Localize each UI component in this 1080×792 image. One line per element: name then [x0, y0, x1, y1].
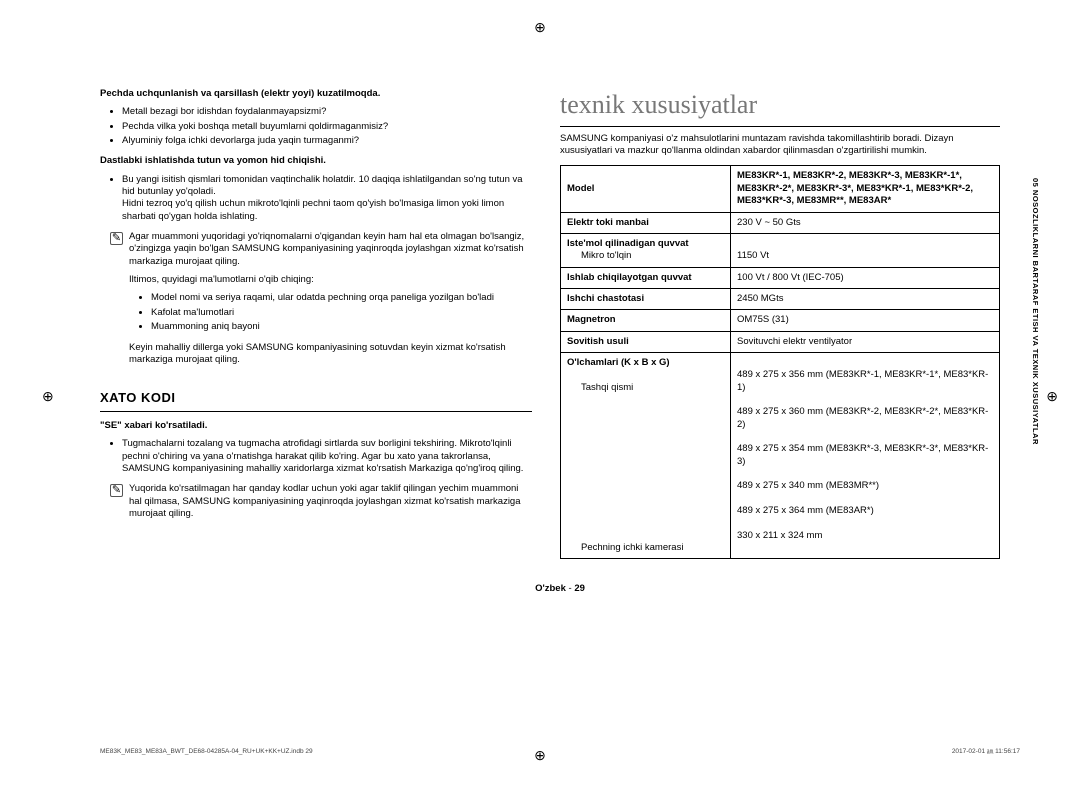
registration-mark-top-icon: ⊕ — [534, 18, 546, 36]
heading-smoke: Dastlabki ishlatishda tutun va yomon hid… — [100, 155, 532, 167]
table-row: Elektr toki manbai 230 V ~ 50 Gts — [561, 212, 1000, 233]
left-column: Pechda uchqunlanish va qarsillash (elekt… — [100, 88, 532, 559]
list-item: Muammoning aniq bayoni — [151, 321, 532, 333]
table-header-models-list: ME83KR*-1, ME83KR*-2, ME83KR*-3, ME83KR*… — [731, 166, 1000, 212]
sidebar-section-label: 05 NOSOZLIKLARNI BARTARAF ETISH VA TEXNI… — [1030, 178, 1040, 445]
list-item: Kafolat ma'lumotlari — [151, 307, 532, 319]
table-cell-label: O'lchamlari (K x B x G) Tashqi qismi Pec… — [561, 352, 731, 559]
list-item: Alyuminiy folga ichki devorlarga juda ya… — [122, 135, 532, 147]
list-item: Bu yangi isitish qismlari tomonidan vaqt… — [122, 174, 532, 223]
table-row: Sovitish usuli Sovituvchi elektr ventily… — [561, 331, 1000, 352]
table-cell-label: Magnetron — [561, 310, 731, 331]
specifications-table: Model ME83KR*-1, ME83KR*-2, ME83KR*-3, M… — [560, 165, 1000, 559]
table-row: Ishchi chastotasi 2450 MGts — [561, 288, 1000, 309]
table-row: O'lchamlari (K x B x G) Tashqi qismi Pec… — [561, 352, 1000, 559]
heading-sparks: Pechda uchqunlanish va qarsillash (elekt… — [100, 88, 532, 100]
table-cell-value: 230 V ~ 50 Gts — [731, 212, 1000, 233]
right-column: texnik xususiyatlar SAMSUNG kompaniyasi … — [560, 88, 1000, 559]
note-block: ✎ Yuqorida ko'rsatilmagan har qanday kod… — [110, 483, 532, 526]
se-bullets: Tugmachalarni tozalang va tugmacha atrof… — [100, 438, 532, 475]
table-cell-label: Iste'mol qilinadigan quvvat Mikro to'lqi… — [561, 233, 731, 267]
note-text: Yuqorida ko'rsatilmagan har qanday kodla… — [129, 483, 532, 520]
registration-mark-right-icon: ⊕ — [1046, 387, 1058, 405]
table-cell-label: Sovitish usuli — [561, 331, 731, 352]
registration-mark-left-icon: ⊕ — [42, 387, 54, 405]
heading-technical-specs: texnik xususiyatlar — [560, 88, 1000, 127]
page: ⊕ ⊕ ⊕ ⊕ 05 NOSOZLIKLARNI BARTARAF ETISH … — [0, 0, 1080, 792]
table-cell-label: Elektr toki manbai — [561, 212, 731, 233]
smoke-bullets: Bu yangi isitish qismlari tomonidan vaqt… — [100, 174, 532, 223]
footer: ME83K_ME83_ME83A_BWT_DE68-04285A-04_RU+U… — [100, 748, 1020, 756]
list-item: Model nomi va seriya raqami, ular odatda… — [151, 292, 532, 304]
note-block: ✎ Agar muammoni yuqoridagi yo'riqnomalar… — [110, 231, 532, 372]
table-cell-label: Ishlab chiqilayotgan quvvat — [561, 267, 731, 288]
heading-error-code: XATO KODI — [100, 390, 532, 412]
table-cell-value: 100 Vt / 800 Vt (IEC-705) — [731, 267, 1000, 288]
table-row: Iste'mol qilinadigan quvvat Mikro to'lqi… — [561, 233, 1000, 267]
sparks-bullets: Metall bezagi bor idishdan foydalanmayap… — [100, 106, 532, 147]
table-cell-value: OM75S (31) — [731, 310, 1000, 331]
page-number: O'zbek - 29 — [100, 583, 1020, 595]
content-columns: Pechda uchqunlanish va qarsillash (elekt… — [100, 88, 1020, 559]
note-body: Agar muammoni yuqoridagi yo'riqnomalarni… — [129, 231, 532, 372]
list-item: Metall bezagi bor idishdan foydalanmayap… — [122, 106, 532, 118]
note-icon: ✎ — [110, 484, 123, 497]
note-bullets: Model nomi va seriya raqami, ular odatda… — [129, 292, 532, 333]
note-body: Yuqorida ko'rsatilmagan har qanday kodla… — [129, 483, 532, 526]
table-header-model: Model — [561, 166, 731, 212]
list-item: Pechda vilka yoki boshqa metall buyumlar… — [122, 121, 532, 133]
footer-filename: ME83K_ME83_ME83A_BWT_DE68-04285A-04_RU+U… — [100, 748, 313, 756]
intro-text: SAMSUNG kompaniyasi o'z mahsulotlarini m… — [560, 133, 1000, 158]
table-row: Model ME83KR*-1, ME83KR*-2, ME83KR*-3, M… — [561, 166, 1000, 212]
table-cell-value: 2450 MGts — [731, 288, 1000, 309]
note-text: Keyin mahalliy dillerga yoki SAMSUNG kom… — [129, 342, 532, 367]
table-cell-value: 1150 Vt — [731, 233, 1000, 267]
note-text: Iltimos, quyidagi ma'lumotlarni o'qib ch… — [129, 274, 532, 286]
table-cell-label: Ishchi chastotasi — [561, 288, 731, 309]
note-text: Agar muammoni yuqoridagi yo'riqnomalarni… — [129, 231, 532, 268]
note-icon: ✎ — [110, 232, 123, 245]
list-item: Tugmachalarni tozalang va tugmacha atrof… — [122, 438, 532, 475]
table-row: Ishlab chiqilayotgan quvvat 100 Vt / 800… — [561, 267, 1000, 288]
heading-se-message: "SE" xabari ko'rsatiladi. — [100, 420, 532, 432]
table-row: Magnetron OM75S (31) — [561, 310, 1000, 331]
table-cell-value: 489 x 275 x 356 mm (ME83KR*-1, ME83KR*-1… — [731, 352, 1000, 559]
footer-timestamp: 2017-02-01 ㏂ 11:56:17 — [952, 748, 1020, 756]
table-cell-value: Sovituvchi elektr ventilyator — [731, 331, 1000, 352]
